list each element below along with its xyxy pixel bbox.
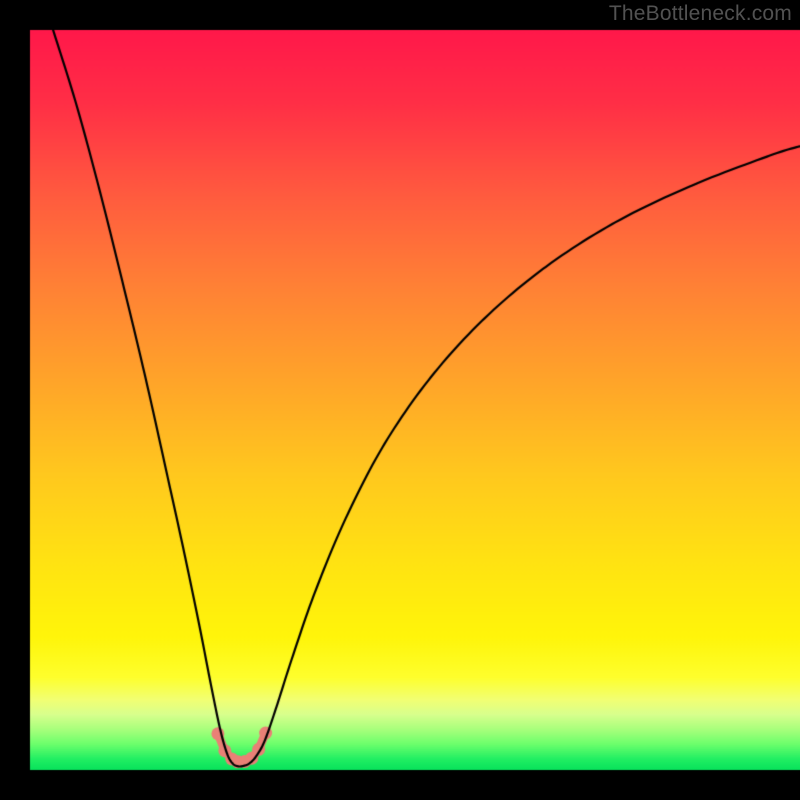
watermark-text: TheBottleneck.com	[609, 2, 792, 26]
bottleneck-curve-chart	[0, 0, 800, 800]
